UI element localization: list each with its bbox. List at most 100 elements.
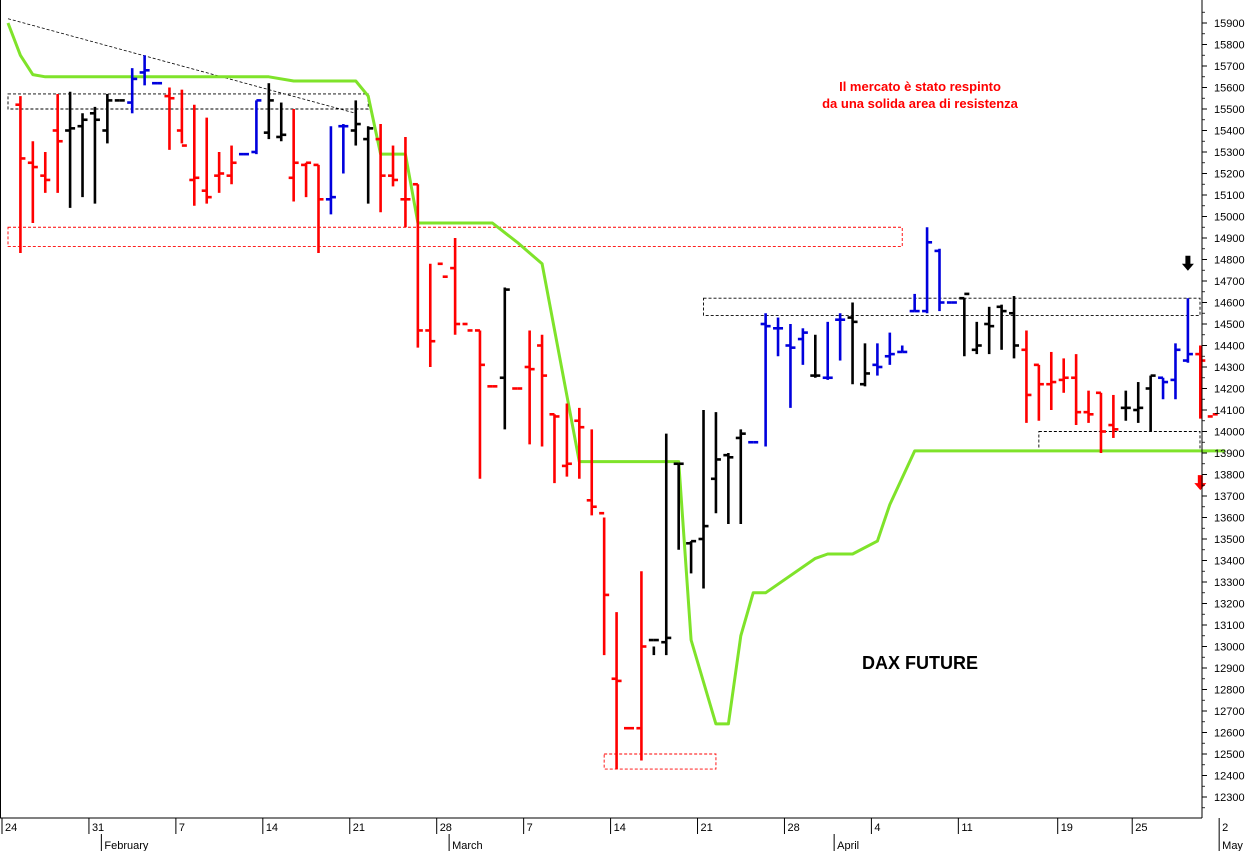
arrow-down-0 — [1181, 255, 1194, 271]
ohlc-bar-33 — [425, 263, 436, 367]
ohlc-bar-39 — [499, 287, 510, 430]
ohlc-bar-44 — [561, 403, 572, 477]
x-tick-label-8: 21 — [701, 822, 713, 834]
ohlc-bar-28 — [363, 126, 374, 204]
ohlc-bar-96 — [1207, 412, 1218, 418]
ohlc-bar-13 — [176, 89, 187, 147]
trendline-layer — [7, 18, 356, 114]
resistance-zones — [7, 93, 1201, 770]
ohlc-bar-69 — [872, 343, 883, 376]
ohlc-bar-79 — [996, 304, 1007, 350]
resistance-zone-2 — [603, 753, 717, 770]
ohlc-bar-10 — [139, 55, 150, 86]
ohlc-bars — [15, 55, 1218, 770]
ohlc-bar-2 — [40, 152, 51, 193]
y-tick-label-33: 15600 — [1214, 83, 1245, 95]
x-tick-label-6: 7 — [527, 822, 533, 834]
ohlc-bar-52 — [661, 433, 672, 656]
ohlc-bar-85 — [1071, 354, 1082, 426]
ohlc-bar-68 — [859, 343, 870, 387]
y-tick-label-21: 14400 — [1214, 341, 1245, 353]
ohlc-bar-93 — [1170, 343, 1181, 400]
month-label-1: March — [452, 840, 483, 851]
y-tick-label-19: 14200 — [1214, 384, 1245, 396]
y-tick-label-14: 13700 — [1214, 491, 1245, 503]
ohlc-bar-48 — [611, 612, 622, 770]
ohlc-bar-41 — [524, 330, 535, 445]
month-label-3: May — [1222, 840, 1243, 851]
ohlc-bar-82 — [1033, 363, 1044, 421]
ohlc-bar-76 — [959, 292, 970, 357]
x-tick-label-9: 28 — [787, 822, 799, 834]
y-tick-label-26: 14900 — [1214, 233, 1245, 245]
ohlc-bar-12 — [164, 87, 175, 150]
ohlc-bar-62 — [785, 324, 796, 408]
y-tick-label-34: 15700 — [1214, 61, 1245, 73]
ohlc-bar-92 — [1158, 376, 1169, 400]
ohlc-bar-50 — [636, 571, 647, 761]
y-tick-label-11: 13400 — [1214, 556, 1245, 568]
y-tick-label-35: 15800 — [1214, 40, 1245, 52]
ohlc-bar-53 — [673, 462, 684, 550]
y-tick-label-0: 12300 — [1214, 792, 1245, 804]
ohlc-bar-95 — [1195, 345, 1206, 419]
ohlc-bar-31 — [400, 136, 411, 228]
ohlc-bar-24 — [313, 163, 324, 254]
resistance-zone-3 — [703, 297, 1201, 316]
y-tick-label-1: 12400 — [1214, 771, 1245, 783]
ohlc-bar-37 — [474, 329, 485, 479]
annotation-line-2: da una solida area di resistenza — [822, 96, 1019, 111]
x-tick-label-14: 2 — [1222, 822, 1228, 834]
ohlc-bar-67 — [847, 302, 858, 385]
y-tick-label-7: 13000 — [1214, 642, 1245, 654]
ohlc-bar-19 — [251, 99, 262, 155]
month-label-2: April — [837, 840, 859, 851]
y-tick-label-3: 12600 — [1214, 728, 1245, 740]
ohlc-bar-1 — [27, 141, 38, 223]
ohlc-bar-17 — [226, 145, 237, 185]
ohlc-bar-14 — [189, 104, 200, 206]
ohlc-bar-88 — [1108, 394, 1119, 438]
y-tick-label-30: 15300 — [1214, 147, 1245, 159]
x-tick-label-0: 24 — [5, 822, 17, 834]
y-tick-label-17: 14000 — [1214, 427, 1245, 439]
ohlc-bar-77 — [971, 321, 982, 355]
resistance-zone-4 — [1038, 431, 1201, 452]
x-tick-label-5: 28 — [440, 822, 452, 834]
y-tick-label-28: 15100 — [1214, 190, 1245, 202]
ohlc-bar-90 — [1133, 382, 1144, 423]
ohlc-bar-60 — [760, 313, 771, 447]
ohlc-bar-78 — [984, 306, 995, 355]
x-tick-label-10: 4 — [874, 822, 880, 834]
y-tick-label-10: 13300 — [1214, 577, 1245, 589]
chart-title: DAX FUTURE — [862, 653, 978, 673]
ohlc-bar-51 — [648, 638, 659, 656]
ohlc-bar-81 — [1021, 330, 1032, 423]
ohlc-bar-9 — [127, 68, 138, 114]
ohlc-bar-47 — [599, 511, 610, 656]
ohlc-bar-61 — [773, 317, 784, 357]
y-tick-label-13: 13600 — [1214, 513, 1245, 525]
ohlc-bar-70 — [884, 332, 895, 365]
x-tick-label-3: 14 — [266, 822, 278, 834]
ohlc-bar-86 — [1083, 390, 1094, 423]
ohlc-bar-57 — [723, 453, 734, 524]
ohlc-bar-42 — [537, 334, 548, 447]
x-tick-label-7: 14 — [614, 822, 626, 834]
x-tick-label-2: 7 — [179, 822, 185, 834]
ohlc-bar-91 — [1145, 374, 1156, 432]
ohlc-bar-23 — [301, 161, 312, 198]
ohlc-bar-7 — [102, 93, 113, 144]
ohlc-bar-27 — [350, 100, 361, 146]
y-tick-label-5: 12800 — [1214, 685, 1245, 697]
ohlc-bar-26 — [338, 124, 349, 174]
ohlc-bar-0 — [15, 96, 26, 254]
y-tick-label-6: 12900 — [1214, 663, 1245, 675]
ohlc-bar-63 — [797, 328, 808, 365]
ohlc-bar-55 — [698, 410, 709, 589]
y-tick-label-20: 14300 — [1214, 362, 1245, 374]
x-tick-label-4: 21 — [353, 822, 365, 834]
ohlc-bar-4 — [65, 91, 76, 208]
